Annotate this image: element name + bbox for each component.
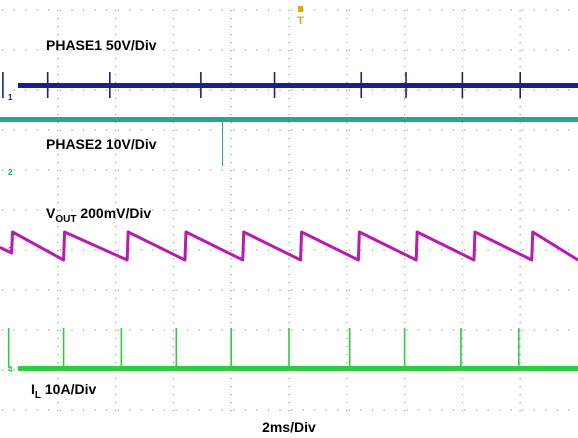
- phase1-baseline: [18, 83, 578, 88]
- il-baseline: [18, 366, 578, 371]
- vout-waveform: [0, 230, 578, 262]
- channel4-label: IL 10A/Div: [31, 381, 96, 401]
- series-il: 4: [7, 328, 578, 374]
- channel3-marker: 3: [8, 246, 13, 255]
- trigger-marker-label: T: [297, 15, 304, 27]
- series-phase1: 1: [2, 72, 578, 102]
- traces: 1 2 3 4: [0, 72, 578, 374]
- series-phase2: 2: [0, 117, 578, 177]
- channel1-label: PHASE1 50V/Div: [46, 37, 157, 53]
- trigger-marker-icon: T: [297, 6, 304, 27]
- channel3-label: VOUT 200mV/Div: [46, 205, 151, 225]
- timebase-label: 2ms/Div: [262, 419, 316, 435]
- channel2-label: PHASE2 10V/Div: [46, 136, 157, 152]
- channel4-marker: 4: [8, 365, 13, 374]
- phase2-baseline: [0, 117, 578, 122]
- channel1-marker: 1: [8, 93, 13, 102]
- channel2-marker: 2: [8, 168, 13, 177]
- series-vout: 3: [0, 230, 578, 262]
